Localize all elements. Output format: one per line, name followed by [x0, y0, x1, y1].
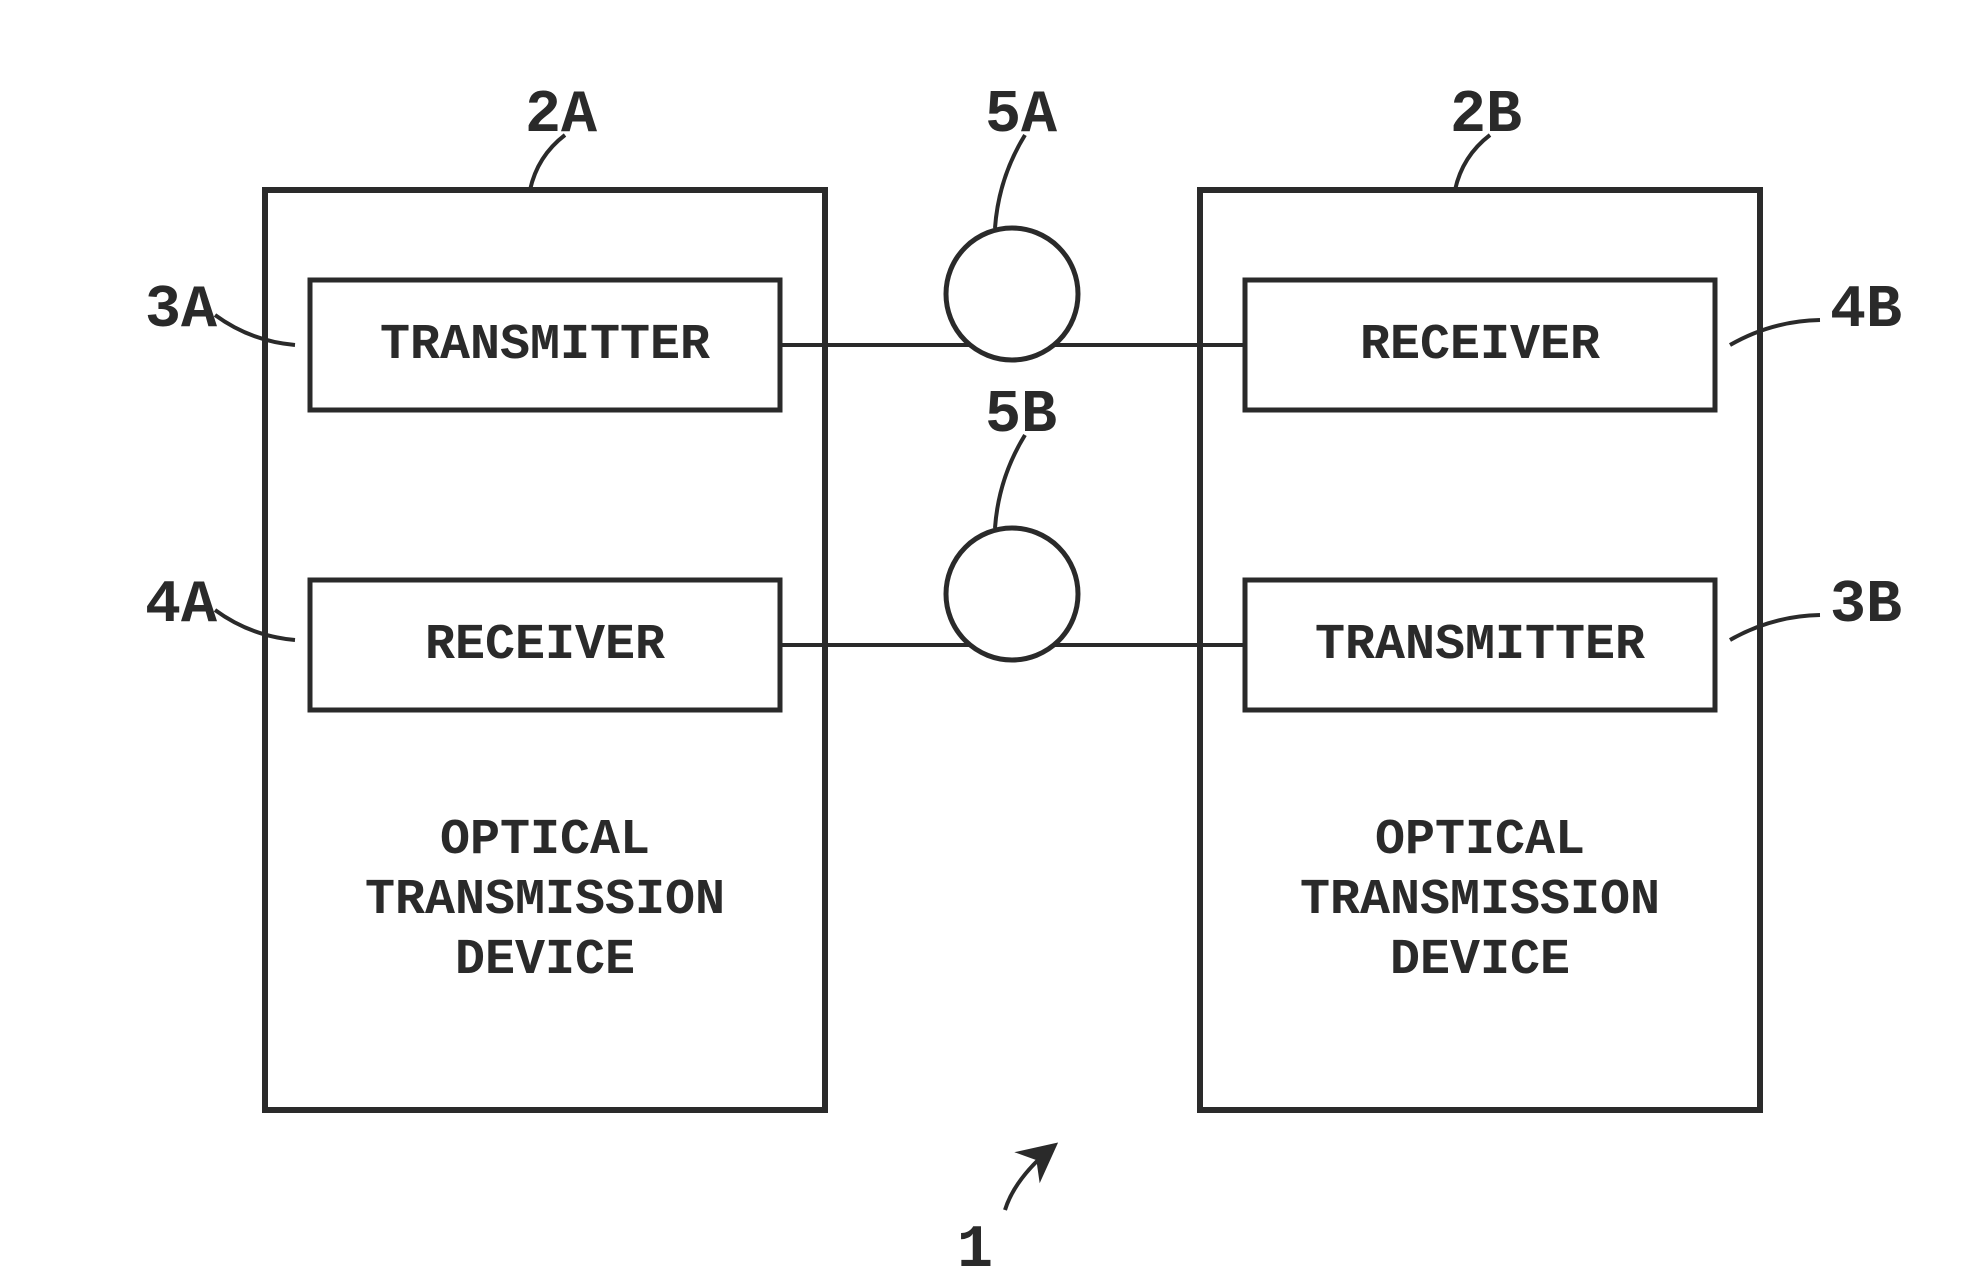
ref-1-arrow: [1005, 1145, 1055, 1210]
receiver-left-label: RECEIVER: [425, 617, 665, 674]
ref-5A-label: 5A: [985, 82, 1057, 150]
device-left-caption-line-2: DEVICE: [455, 932, 635, 989]
fiber-coil-top: [946, 228, 1078, 360]
ref-3B-label: 3B: [1830, 572, 1902, 640]
ref-4B-lead: [1730, 320, 1820, 345]
ref-4A-lead: [215, 610, 295, 640]
ref-3B-lead: [1730, 615, 1820, 640]
device-left-caption-line-1: TRANSMISSION: [365, 872, 725, 929]
device-right-caption-line-0: OPTICAL: [1375, 812, 1585, 869]
ref-3A-label: 3A: [145, 277, 217, 345]
ref-1-label: 1: [957, 1217, 993, 1285]
transmitter-left-label: TRANSMITTER: [380, 317, 710, 374]
ref-4B-label: 4B: [1830, 277, 1902, 345]
ref-2B-label: 2B: [1450, 82, 1522, 150]
fiber-coil-bottom: [946, 528, 1078, 660]
device-left-caption-line-0: OPTICAL: [440, 812, 650, 869]
ref-5B-label: 5B: [985, 382, 1057, 450]
ref-3A-lead: [215, 315, 295, 345]
ref-4A-label: 4A: [145, 572, 217, 640]
ref-2A-label: 2A: [525, 82, 597, 150]
device-right-caption-line-2: DEVICE: [1390, 932, 1570, 989]
transmitter-right-label: TRANSMITTER: [1315, 617, 1645, 674]
device-right-caption-line-1: TRANSMISSION: [1300, 872, 1660, 929]
receiver-right-label: RECEIVER: [1360, 317, 1600, 374]
